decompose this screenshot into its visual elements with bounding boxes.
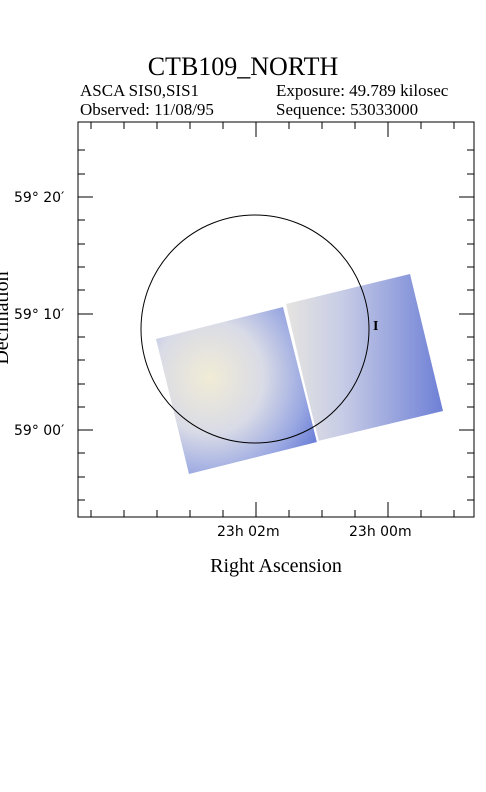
sequence-label: Sequence: 53033000 xyxy=(276,100,419,119)
ra-tick-label: 23h 00m xyxy=(349,524,412,540)
chip-gap xyxy=(283,304,319,443)
axis-ticks xyxy=(78,122,474,517)
x-axis-title: Right Ascension xyxy=(210,555,342,577)
observed-label: Observed: 11/08/95 xyxy=(80,100,214,119)
dec-tick-label: 59° 20′ xyxy=(14,190,64,206)
source-marker: I xyxy=(373,319,378,334)
y-axis-title: Declination xyxy=(0,271,13,364)
instrument-label: ASCA SIS0,SIS1 xyxy=(80,81,200,100)
region-circle xyxy=(140,214,370,444)
figure-title: CTB109_NORTH xyxy=(147,52,339,81)
ra-tick-label: 23h 02m xyxy=(217,524,280,540)
sis1-chip-image xyxy=(286,274,443,441)
exposure-label: Exposure: 49.789 kilosec xyxy=(276,81,449,100)
sis0-chip-image xyxy=(156,307,317,474)
dec-tick-label: 59° 00′ xyxy=(14,423,64,439)
dec-tick-label: 59° 10′ xyxy=(14,307,64,323)
